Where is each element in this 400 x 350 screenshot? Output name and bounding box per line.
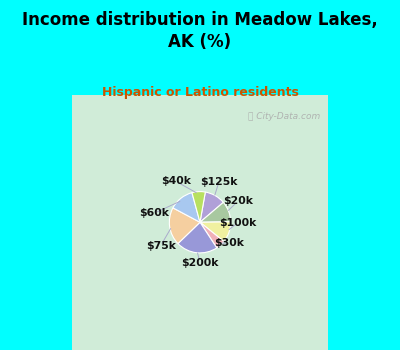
Wedge shape	[200, 202, 231, 222]
Wedge shape	[178, 222, 217, 253]
Text: $40k: $40k	[161, 176, 191, 186]
Text: $200k: $200k	[181, 258, 219, 268]
Wedge shape	[200, 222, 231, 242]
Text: $125k: $125k	[200, 177, 238, 187]
Wedge shape	[173, 193, 200, 222]
Text: $75k: $75k	[146, 241, 176, 251]
Text: $30k: $30k	[214, 238, 244, 248]
Text: $100k: $100k	[219, 218, 256, 228]
Wedge shape	[169, 208, 200, 244]
Text: ⓘ City-Data.com: ⓘ City-Data.com	[248, 112, 320, 121]
Bar	[72, 94, 328, 350]
Wedge shape	[200, 222, 224, 248]
Text: $60k: $60k	[140, 208, 170, 218]
Text: Hispanic or Latino residents: Hispanic or Latino residents	[102, 86, 298, 99]
Wedge shape	[200, 192, 223, 222]
Wedge shape	[192, 191, 205, 222]
Text: $20k: $20k	[223, 196, 253, 206]
Text: Income distribution in Meadow Lakes,
AK (%): Income distribution in Meadow Lakes, AK …	[22, 10, 378, 51]
